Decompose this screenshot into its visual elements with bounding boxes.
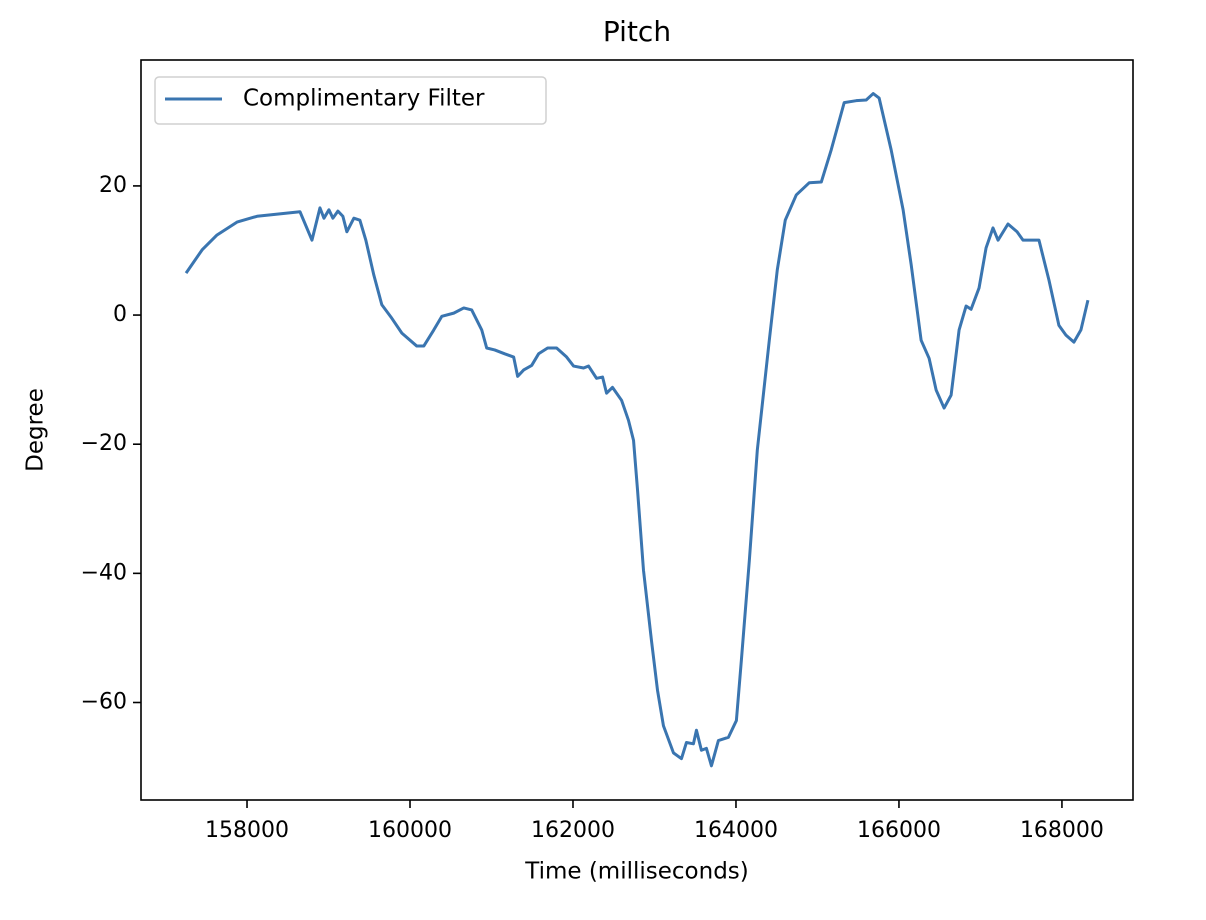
legend-box	[154, 76, 547, 125]
x-tick-label: 168000	[1020, 818, 1104, 843]
x-tick-label: 158000	[205, 818, 289, 843]
legend-label: Complimentary Filter	[243, 86, 485, 112]
x-tick-label: 164000	[694, 818, 778, 843]
x-tick-label: 166000	[857, 818, 941, 843]
x-axis-label: Time (milliseconds)	[524, 859, 749, 885]
y-tick-label: 0	[113, 302, 127, 327]
y-axis-label: Degree	[23, 388, 49, 472]
x-tick-label: 160000	[368, 818, 452, 843]
y-tick-label: −60	[81, 689, 127, 714]
chart-title: Pitch	[603, 15, 671, 48]
axes-frame	[140, 59, 1134, 801]
y-tick-label: −20	[81, 431, 127, 456]
x-tick-label: 162000	[531, 818, 615, 843]
y-tick-label: −40	[81, 560, 127, 585]
data-line	[184, 92, 1090, 768]
y-tick-label: 20	[99, 173, 127, 198]
